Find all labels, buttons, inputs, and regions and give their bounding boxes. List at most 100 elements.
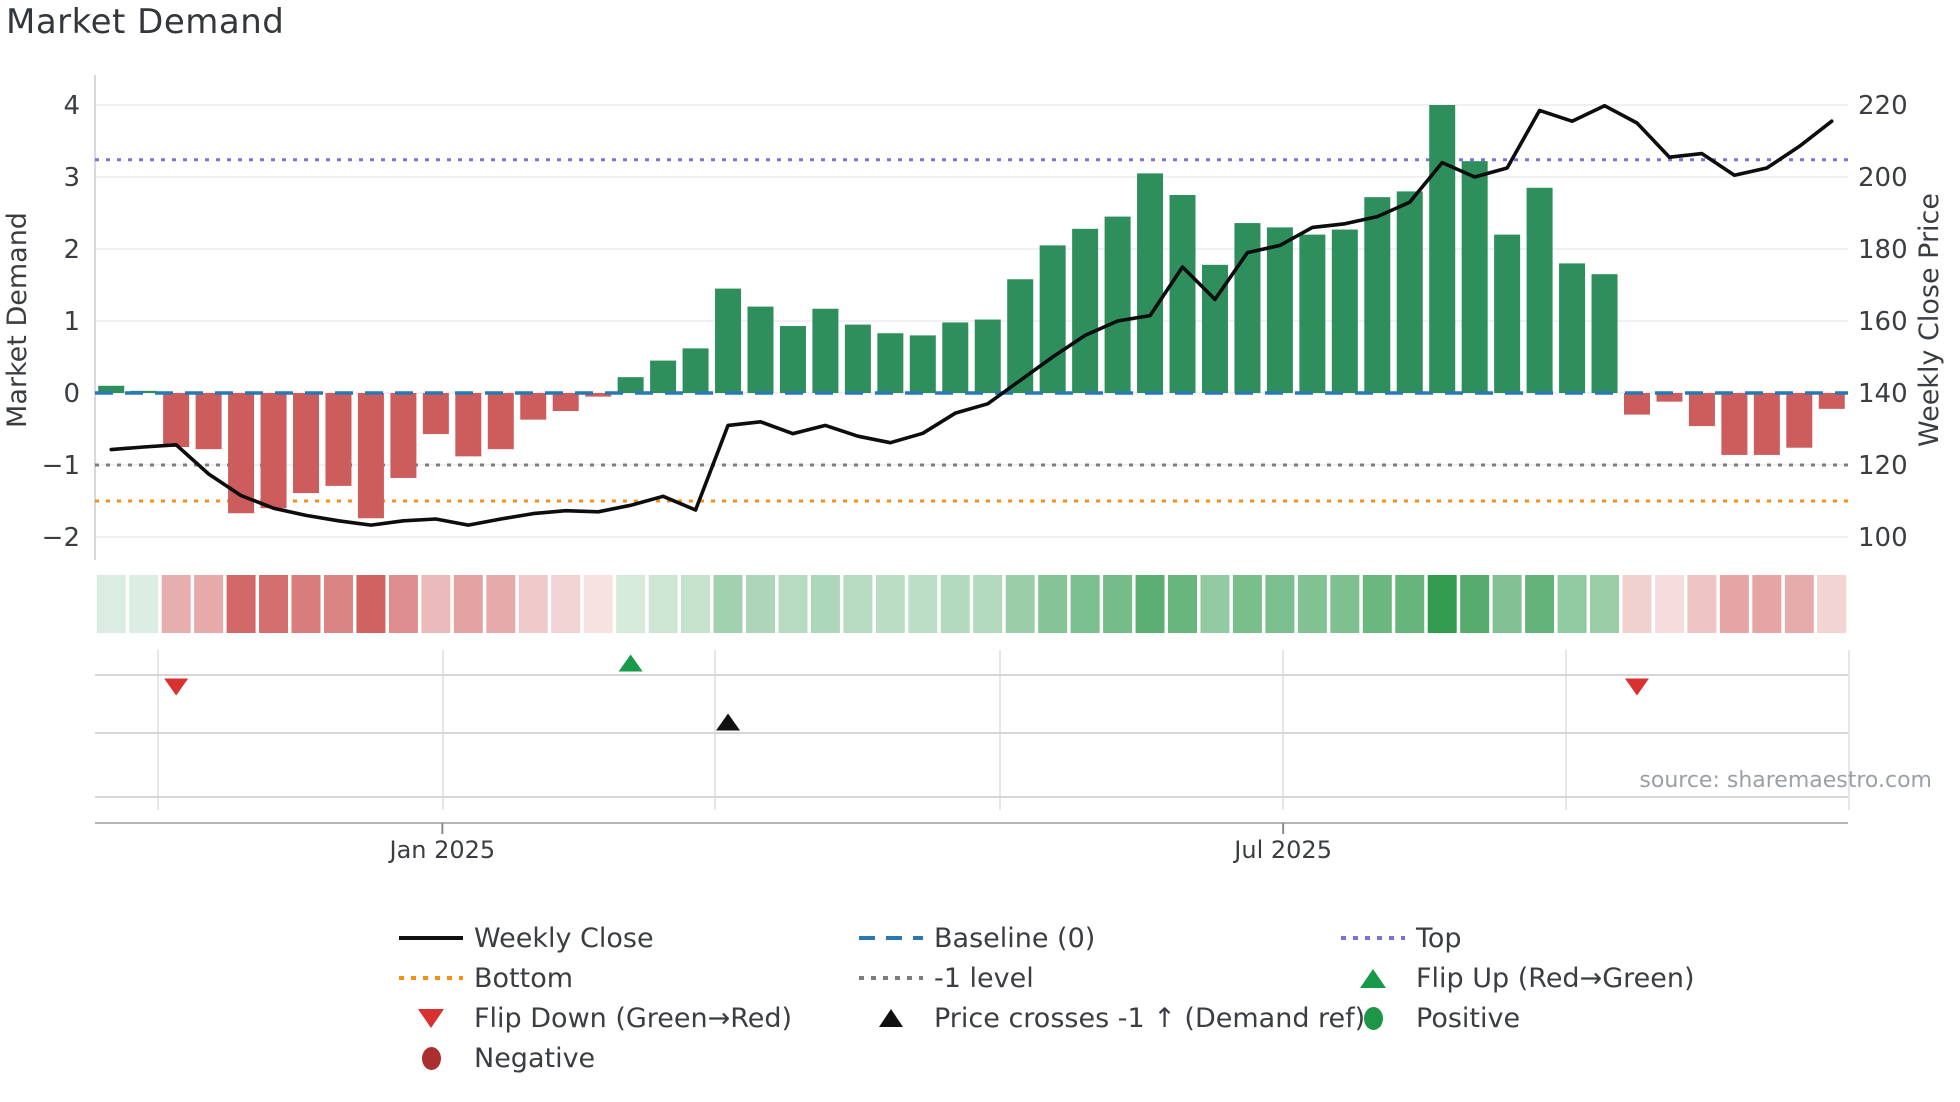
legend-label: Top <box>1416 922 1462 954</box>
demand-bar <box>1429 105 1456 393</box>
heatmap-cell <box>1395 575 1425 633</box>
source-credit: source: sharemaestro.com <box>1639 768 1932 793</box>
right-tick-label: 100 <box>1858 523 1908 553</box>
demand-bar <box>1818 393 1845 409</box>
legend-column: Top Flip Up (Red→Green) Positive <box>1330 918 1695 1038</box>
demand-bar <box>1331 229 1358 393</box>
heatmap-cell <box>226 575 256 633</box>
heatmap-cell <box>1168 575 1198 633</box>
legend: Weekly Close Bottom Flip Down (Green→Red) N… <box>0 918 1960 1098</box>
demand-bar <box>812 308 839 393</box>
chart-svg: Jan 2025 Jul 2025 4 3 2 1 0 −1 −2 220 200 180 160 140… <box>2 75 1945 864</box>
heatmap-cell <box>1362 575 1392 633</box>
dashed-blue-icon <box>848 936 934 940</box>
demand-bar <box>1169 195 1196 393</box>
right-tick-label: 120 <box>1858 451 1908 481</box>
heatmap-cell <box>356 575 386 633</box>
demand-bar <box>1104 216 1131 393</box>
demand-bar <box>520 393 547 420</box>
demand-bar <box>1753 393 1780 455</box>
heatmap-cell <box>259 575 289 633</box>
heatmap-cell <box>1590 575 1620 633</box>
right-axis-title: Weekly Close Price <box>1914 193 1945 447</box>
demand-bar <box>1234 223 1261 393</box>
legend-item: Baseline (0) <box>848 918 1365 958</box>
legend-label: Positive <box>1416 1002 1521 1034</box>
demand-bar <box>682 348 709 393</box>
heatmap-cell <box>1200 575 1230 633</box>
heatmap-cell <box>1265 575 1295 633</box>
legend-item: Weekly Close <box>388 918 792 958</box>
legend-label: -1 level <box>934 962 1034 994</box>
dotted-gray-icon <box>848 976 934 980</box>
demand-bar <box>942 322 969 393</box>
heatmap-cell <box>1103 575 1133 633</box>
heatmap-cell <box>1817 575 1847 633</box>
demand-bar <box>455 393 482 457</box>
demand-bar <box>909 335 936 393</box>
triangle-down-red-icon <box>388 1008 474 1028</box>
demand-bar <box>844 324 871 393</box>
heatmap-cell <box>1525 575 1555 633</box>
dotted-purple-icon <box>1330 936 1416 940</box>
heatmap-cell <box>1330 575 1360 633</box>
right-tick-label: 180 <box>1858 235 1908 265</box>
demand-bar <box>779 326 806 393</box>
demand-bar <box>1396 191 1423 393</box>
heatmap-cell <box>1752 575 1782 633</box>
heatmap-cell <box>681 575 711 633</box>
heatmap-cell <box>1005 575 1035 633</box>
heatmap-cell <box>745 575 775 633</box>
heatmap-cell <box>1232 575 1262 633</box>
demand-bar <box>1494 234 1521 393</box>
heatmap-cell <box>1427 575 1457 633</box>
demand-bar <box>617 377 644 393</box>
heatmap-cell <box>1297 575 1327 633</box>
heatmap-cell <box>778 575 808 633</box>
demand-bar <box>747 306 774 393</box>
heatmap-cell <box>1460 575 1490 633</box>
heatmap-cell <box>291 575 321 633</box>
demand-bar <box>1526 187 1553 393</box>
demand-bar <box>487 393 514 450</box>
heatmap-cell <box>421 575 451 633</box>
heatmap-cell <box>616 575 646 633</box>
heatmap-cell <box>713 575 743 633</box>
right-tick-label: 220 <box>1858 91 1908 121</box>
flip-up-marker <box>618 654 643 672</box>
demand-bar <box>163 393 190 447</box>
demand-bar <box>877 333 904 393</box>
heatmap-cell <box>453 575 483 633</box>
demand-bar <box>422 393 449 435</box>
heatmap-cell <box>908 575 938 633</box>
demand-bar <box>1461 161 1488 393</box>
heatmap-cell <box>194 575 224 633</box>
legend-item: Price crosses -1 ↑ (Demand ref) <box>848 998 1365 1038</box>
legend-label: Bottom <box>474 962 574 994</box>
flip-down-marker <box>164 678 189 696</box>
demand-bar <box>228 393 255 514</box>
demand-bar <box>260 393 287 509</box>
heatmap-cell <box>875 575 905 633</box>
demand-bar <box>1266 227 1293 393</box>
heatmap-cell <box>810 575 840 633</box>
heatmap-cell <box>843 575 873 633</box>
page-title: Market Demand <box>6 2 285 42</box>
flip-down-marker <box>1624 678 1649 696</box>
demand-bar <box>130 390 157 393</box>
heatmap-cell <box>518 575 548 633</box>
heatmap-cell <box>1654 575 1684 633</box>
legend-item: Top <box>1330 918 1695 958</box>
legend-label: Weekly Close <box>474 922 654 954</box>
legend-label: Baseline (0) <box>934 922 1096 954</box>
demand-bar <box>293 393 320 494</box>
dotted-orange-icon <box>388 976 474 980</box>
legend-item: Negative <box>388 1038 792 1078</box>
demand-bar <box>1137 173 1164 393</box>
heatmap-cell <box>1492 575 1522 633</box>
demand-bar <box>1364 197 1391 393</box>
demand-bar <box>650 360 677 393</box>
circle-green-icon <box>1330 1006 1416 1030</box>
left-tick-label: 1 <box>63 307 80 337</box>
